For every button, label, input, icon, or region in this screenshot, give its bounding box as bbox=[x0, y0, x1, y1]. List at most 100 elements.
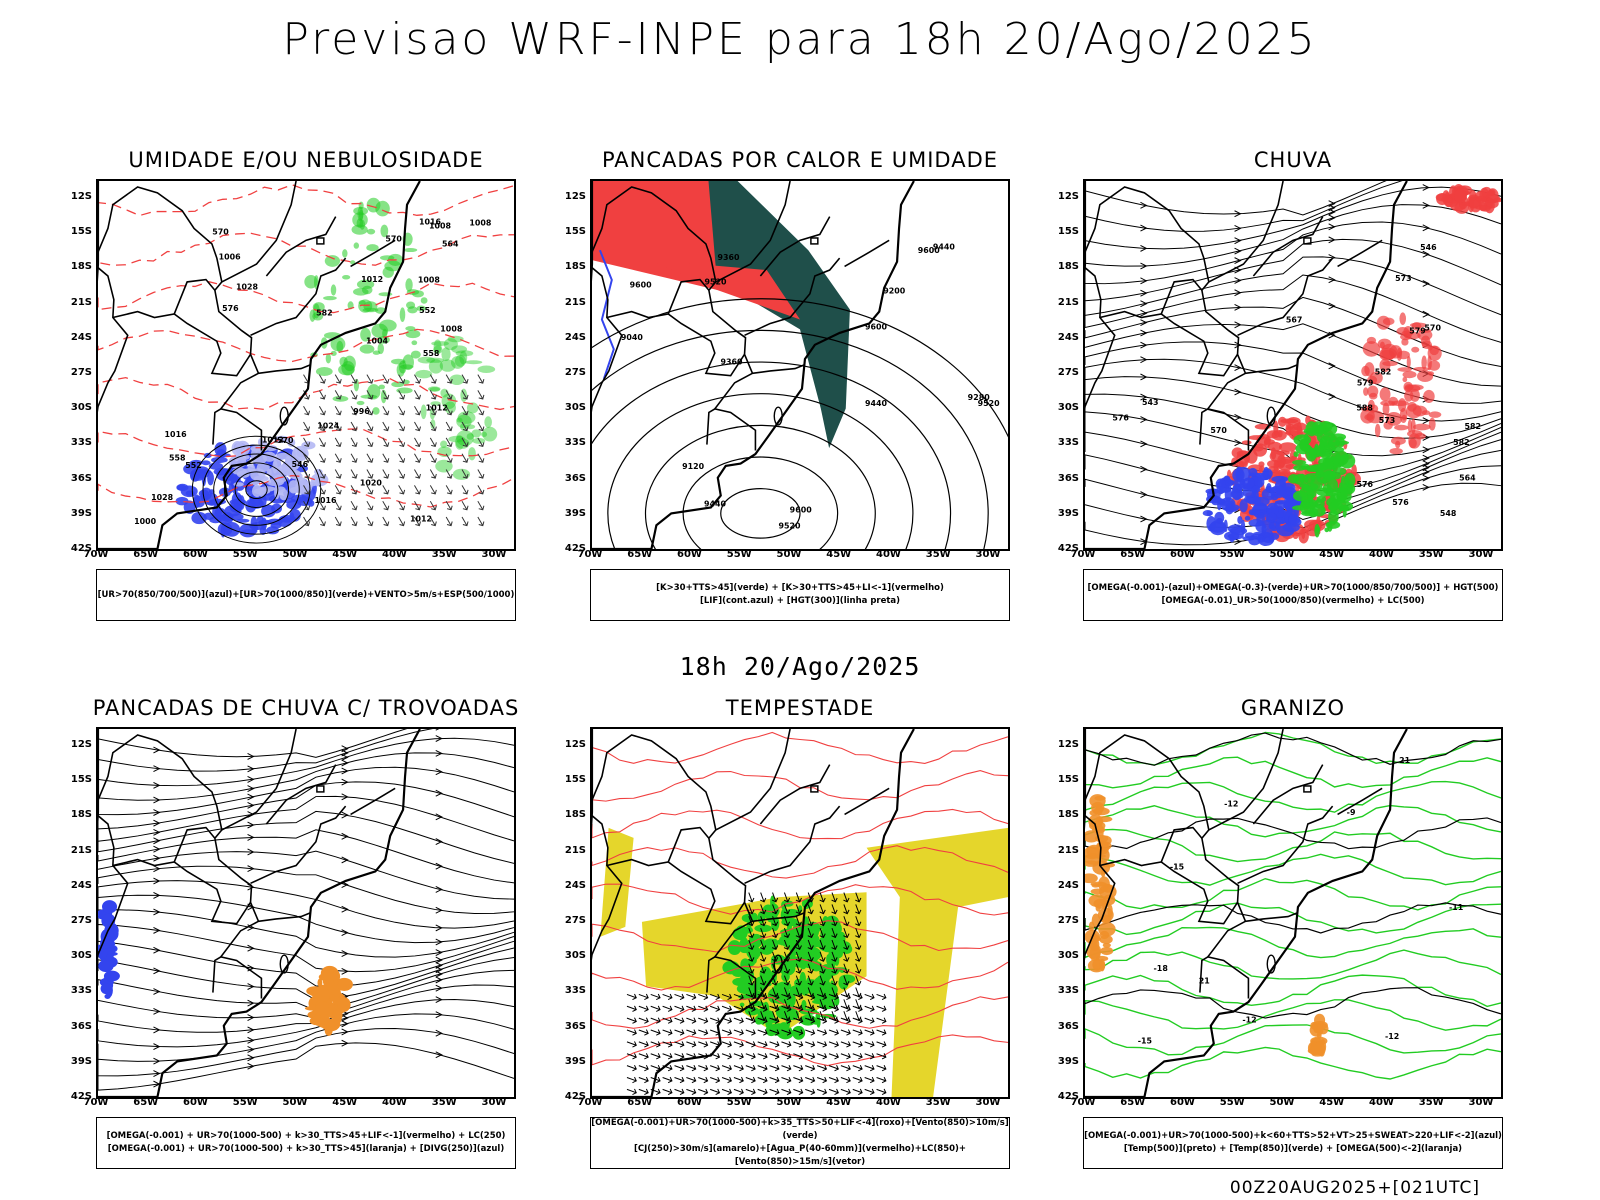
lon-tick-label: 65W bbox=[1120, 1097, 1146, 1108]
lon-tick-label: 35W bbox=[1418, 1097, 1444, 1108]
lat-tick-label: 42S bbox=[564, 543, 586, 554]
lat-tick-label: 12S bbox=[1057, 191, 1079, 202]
lon-tick-label: 40W bbox=[382, 549, 407, 560]
contour-label: 576 bbox=[1112, 414, 1129, 423]
lon-tick-label: 55W bbox=[726, 549, 752, 560]
legend-granizo: [OMEGA(-0.001)+UR>70(1000-500)+k<60+TTS>… bbox=[1083, 1117, 1503, 1169]
valid-time-caption: 18h 20/Ago/2025 bbox=[679, 652, 921, 681]
lon-tick-label: 70W bbox=[83, 549, 109, 560]
contour-label: 1012 bbox=[410, 514, 432, 523]
lon-tick-label: 60W bbox=[183, 1097, 208, 1108]
panel-title-umidade: UMIDADE E/OU NEBULOSIDADE bbox=[128, 148, 484, 172]
lat-tick-label: 36S bbox=[1057, 472, 1079, 484]
contour-label: -12 bbox=[1385, 1032, 1399, 1041]
contour-label: 1000 bbox=[134, 517, 157, 526]
lon-tick-label: 65W bbox=[627, 549, 653, 560]
run-timestamp: 00Z20AUG2025+[021UTC] bbox=[1229, 1178, 1480, 1198]
lat-tick-label: 27S bbox=[564, 915, 586, 926]
lat-tick-label: 39S bbox=[1057, 1055, 1079, 1067]
legend-tempestade: [OMEGA(-0.001)+UR>70(1000-500)+k>35_TTS>… bbox=[590, 1117, 1010, 1169]
contour-label: 1024 bbox=[317, 422, 340, 431]
lat-tick-label: 18S bbox=[564, 809, 586, 821]
panel-title-chuva: CHUVA bbox=[1253, 148, 1333, 172]
lon-tick-label: 55W bbox=[726, 1097, 752, 1108]
contour-label: 548 bbox=[1440, 509, 1457, 518]
contour-label: 9520 bbox=[978, 399, 1001, 408]
lon-tick-label: 55W bbox=[1219, 1097, 1245, 1108]
lat-tick-label: 21S bbox=[1057, 844, 1079, 856]
contour-label: 1016 bbox=[165, 430, 188, 439]
contour-label: 567 bbox=[1286, 316, 1303, 325]
lat-tick-label: 24S bbox=[564, 879, 586, 891]
lon-tick-label: 30W bbox=[975, 549, 1001, 560]
lon-tick-label: 70W bbox=[577, 1097, 603, 1108]
lat-tick-label: 36S bbox=[70, 1020, 92, 1032]
contour-label: 576 bbox=[1356, 480, 1373, 489]
lon-tick-label: 30W bbox=[481, 1097, 507, 1108]
lat-tick-label: 42S bbox=[1057, 543, 1079, 554]
contour-label: 570 bbox=[1424, 323, 1441, 332]
legend-line: [UR>70(850/700/500)](azul)+[UR>70(1000/8… bbox=[97, 589, 515, 600]
contour-label: 9120 bbox=[682, 462, 705, 471]
lat-tick-label: 12S bbox=[1057, 739, 1079, 750]
main-title: Previsao WRF-INPE para 18h 20/Ago/2025 bbox=[282, 14, 1318, 65]
lon-tick-label: 65W bbox=[133, 1097, 159, 1108]
lat-tick-label: 30S bbox=[70, 950, 92, 962]
lat-tick-label: 33S bbox=[70, 985, 92, 997]
legend-line: [OMEGA(-0.001)-(azul)+OMEGA(-0.3)-(verde… bbox=[1087, 583, 1499, 593]
lon-tick-label: 30W bbox=[975, 1097, 1001, 1108]
lat-tick-label: 27S bbox=[564, 367, 586, 378]
map-field-pancadas_trovoadas bbox=[98, 729, 514, 1097]
legend-line: [K>30+TTS>45](verde) + [K>30+TTS>45+LI<-… bbox=[656, 583, 944, 593]
contour-label: 1008 bbox=[440, 324, 463, 333]
contour-label: 570 bbox=[385, 235, 402, 244]
lon-tick-label: 40W bbox=[1369, 1097, 1394, 1108]
contour-label: 570 bbox=[1210, 426, 1227, 435]
lon-tick-label: 30W bbox=[1468, 549, 1494, 560]
legend-line: [OMEGA(-0.001)+UR>70(1000-500)+k>35_TTS>… bbox=[591, 1118, 1009, 1141]
legend-line: [Temp(500)](preto) + [Temp(850)](verde) … bbox=[1123, 1144, 1463, 1154]
contour-label: 1016 bbox=[315, 496, 338, 505]
contour-label: 582 bbox=[1453, 438, 1470, 447]
contour-label: 588 bbox=[1356, 403, 1373, 412]
lon-tick-label: 45W bbox=[1319, 549, 1345, 560]
map-field-tempestade bbox=[592, 729, 1008, 1097]
contour-label: 552 bbox=[419, 306, 436, 315]
lat-tick-label: 39S bbox=[564, 1055, 586, 1067]
contour-label: 1012 bbox=[426, 403, 448, 412]
lat-tick-label: 27S bbox=[1057, 367, 1079, 378]
lon-tick-label: 50W bbox=[1269, 549, 1295, 560]
contour-label: 9040 bbox=[621, 333, 644, 342]
legend-line: [OMEGA(-0.001) + UR>70(1000-500) + k>30_… bbox=[106, 1131, 506, 1141]
legend-pancadas_trovoadas: [OMEGA(-0.001) + UR>70(1000-500) + k>30_… bbox=[96, 1117, 516, 1169]
map-panel-umidade: 1008 1006 1008 1012 1008 1016 1016 1012 1020 1016… bbox=[96, 179, 516, 551]
lat-tick-label: 42S bbox=[564, 1091, 586, 1102]
lat-tick-label: 36S bbox=[70, 472, 92, 484]
lon-tick-label: 65W bbox=[1120, 549, 1146, 560]
contour-label: 570 bbox=[212, 227, 229, 236]
contour-label: 579 bbox=[1409, 327, 1426, 336]
lat-tick-label: 15S bbox=[70, 774, 92, 786]
lat-tick-label: 21S bbox=[70, 844, 92, 856]
contour-label: 1006 bbox=[219, 253, 242, 262]
lat-tick-label: 30S bbox=[70, 402, 92, 414]
lon-tick-label: 50W bbox=[1269, 1097, 1295, 1108]
map-panel-pancadas_trovoadas bbox=[96, 727, 516, 1099]
panel-title-pancadas_calor: PANCADAS POR CALOR E UMIDADE bbox=[601, 148, 999, 172]
lat-tick-label: 27S bbox=[70, 915, 92, 926]
lon-tick-label: 50W bbox=[282, 1097, 308, 1108]
lon-tick-label: 60W bbox=[1170, 549, 1195, 560]
lon-tick-label: 50W bbox=[282, 549, 308, 560]
lon-tick-label: 40W bbox=[1369, 549, 1394, 560]
map-panel-chuva: 588 582 579 582 576 573 570 567 564 576 582 579 576 5… bbox=[1083, 179, 1503, 551]
lat-tick-label: 18S bbox=[564, 261, 586, 273]
lat-tick-label: 42S bbox=[1057, 1091, 1079, 1102]
contour-label: 9360 bbox=[720, 358, 743, 367]
contour-label: 1020 bbox=[360, 478, 383, 487]
lat-tick-label: 33S bbox=[564, 985, 586, 997]
map-field-granizo: 21 21 -12 -12 -15 -18 -11 -15 -12 -9 bbox=[1085, 729, 1501, 1097]
contour-label: 9280 bbox=[968, 393, 991, 402]
lat-tick-label: 21S bbox=[70, 296, 92, 308]
contour-label: -12 bbox=[1224, 800, 1238, 809]
lat-tick-label: 24S bbox=[1057, 879, 1079, 891]
